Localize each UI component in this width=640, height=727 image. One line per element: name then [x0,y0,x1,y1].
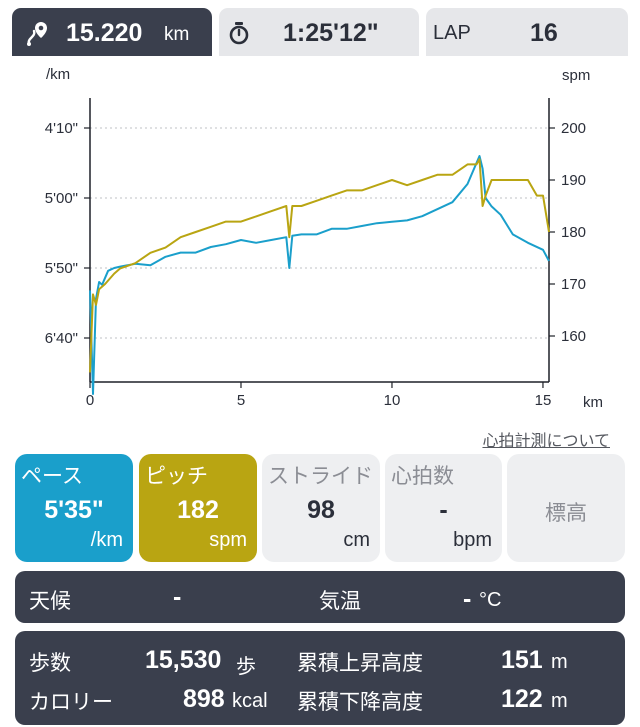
left-tick-label: 6'40" [45,330,78,347]
ascent-unit: m [551,651,568,673]
x-tick-label: 0 [86,392,94,409]
distance-value: 15.220 [66,19,143,47]
calories-unit: kcal [232,690,268,712]
descent-label: 累積下降高度 [297,691,423,714]
right-tick-label: 170 [561,276,586,293]
right-tick-label: 190 [561,172,586,189]
stats-panel: 歩数 15,530 歩 カロリー 898 kcal 累積上昇高度 151 m 累… [15,631,625,725]
elapsed-time-value: 1:25'12" [283,19,379,47]
calories-value: 898 [183,685,225,713]
temperature-value: - [463,585,472,613]
descent-unit: m [551,690,568,712]
pace-series-line [89,155,550,395]
stride-label: ストライド [268,465,373,488]
right-axis-label: spm [562,67,590,84]
stride-unit: cm [343,529,370,551]
weather-label: 天候 [29,590,71,613]
stride-card[interactable]: ストライド 98 cm [262,454,380,562]
heart-rate-label: 心拍数 [391,465,454,488]
lap-label: LAP [433,22,471,44]
stride-value: 98 [307,496,335,524]
distance-unit: km [164,24,190,45]
right-tick-label: 200 [561,120,586,137]
right-tick-label: 160 [561,328,586,345]
tab-distance[interactable]: 15.220 km [12,8,212,56]
x-tick-label: 15 [535,392,552,409]
calories-label: カロリー [29,691,113,714]
x-axis-label: km [583,394,603,411]
lap-value: 16 [530,19,558,47]
pitch-unit: spm [209,529,247,551]
pitch-value: 182 [177,496,219,524]
heart-rate-unit: bpm [453,529,492,551]
heart-rate-info-link[interactable]: 心拍計測について [482,433,610,450]
heart-rate-card[interactable]: 心拍数 - bpm [385,454,502,562]
left-tick-label: 5'50" [45,260,78,277]
weather-panel: 天候 - 気温 - °C [15,571,625,623]
pace-card[interactable]: ペース 5'35" /km [15,454,133,562]
pace-label: ペース [21,465,83,488]
left-tick-label: 5'00" [45,190,78,207]
x-tick-label: 10 [384,392,401,409]
ascent-value: 151 [501,646,543,674]
pace-pitch-chart: 4'10" 5'00" 5'50" 6'40" 200 190 180 170 160 0 5 10 1… [0,60,640,418]
elevation-label: 標高 [545,502,587,525]
left-tick-label: 4'10" [45,120,78,137]
elevation-card[interactable]: 標高 [507,454,625,562]
heart-rate-value: - [439,496,448,524]
left-axis-label: /km [46,66,70,83]
steps-value: 15,530 [145,646,222,674]
descent-value: 122 [501,685,543,713]
temperature-label: 気温 [319,590,361,613]
temperature-unit: °C [479,589,502,611]
pitch-series-line [89,158,550,373]
tab-lap[interactable]: LAP 16 [426,8,628,56]
stopwatch-icon [229,22,249,45]
weather-value: - [173,583,182,611]
tab-time[interactable]: 1:25'12" [219,8,419,56]
pace-unit: /km [90,529,123,551]
ascent-label: 累積上昇高度 [297,652,423,675]
pace-value: 5'35" [44,496,104,524]
steps-unit: 歩 [236,656,256,678]
x-tick-label: 5 [237,392,245,409]
route-pin-icon [27,22,47,46]
right-tick-label: 180 [561,224,586,241]
chart-svg: 4'10" 5'00" 5'50" 6'40" 200 190 180 170 160 0 5 10 1… [45,66,603,411]
pitch-card[interactable]: ピッチ 182 spm [139,454,257,562]
pitch-label: ピッチ [145,465,208,488]
steps-label: 歩数 [29,652,71,675]
